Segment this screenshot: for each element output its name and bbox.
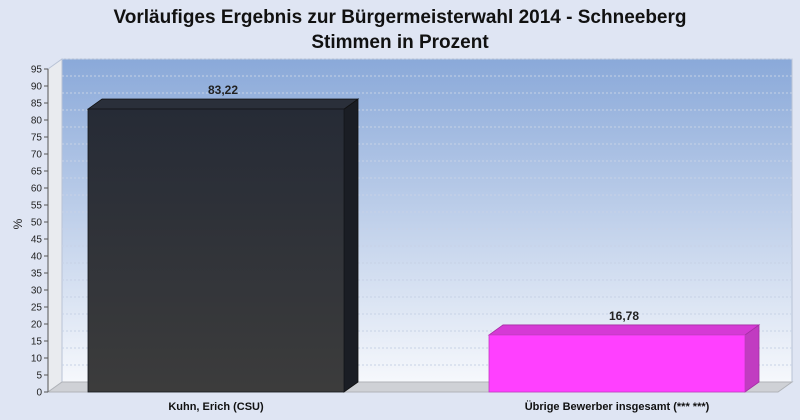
y-tick-label: 0	[36, 388, 42, 399]
y-tick-label: 10	[31, 354, 43, 365]
bar	[86, 98, 360, 393]
chart-title: Vorläufiges Ergebnis zur Bürgermeisterwa…	[114, 7, 687, 28]
bars	[86, 98, 761, 393]
bar-front	[488, 334, 746, 393]
y-axis-label: %	[11, 218, 25, 229]
bar-side	[744, 324, 760, 393]
category-label: Übrige Bewerber insgesamt (*** ***)	[525, 400, 710, 413]
y-tick-label: 90	[31, 82, 43, 93]
y-tick-label: 85	[31, 99, 43, 110]
y-tick-label: 30	[31, 286, 43, 297]
y-tick-label: 20	[31, 320, 43, 331]
y-tick-label: 25	[31, 303, 43, 314]
y-tick-label: 55	[31, 201, 43, 212]
value-label: 83,22	[208, 83, 238, 97]
plot-left-wall	[47, 58, 63, 393]
bar-top	[487, 324, 761, 336]
y-tick-label: 15	[31, 337, 43, 348]
bar-side	[343, 98, 359, 393]
y-tick-label: 35	[31, 269, 43, 280]
chart-subtitle: Stimmen in Prozent	[311, 32, 489, 53]
y-tick-label: 5	[36, 371, 42, 382]
value-label: 16,78	[609, 309, 639, 323]
y-axis: 0 5 10 15 20 25 30 35 40 45 50 55 60 65 70 75 80 85 90 95	[31, 65, 49, 399]
y-tick-label: 95	[31, 65, 43, 76]
y-tick-label: 70	[31, 150, 43, 161]
y-tick-label: 50	[31, 218, 43, 229]
bar-front	[87, 108, 345, 393]
category-label: Kuhn, Erich (CSU)	[168, 401, 264, 413]
bar	[487, 324, 761, 393]
y-tick-label: 75	[31, 133, 43, 144]
y-tick-label: 80	[31, 116, 43, 127]
bar-top	[86, 98, 360, 110]
y-tick-label: 65	[31, 167, 43, 178]
labels: 83,22 Kuhn, Erich (CSU) 16,78 Übrige Bewerb…	[168, 83, 709, 413]
y-tick-label: 60	[31, 184, 43, 195]
y-tick-label: 40	[31, 252, 43, 263]
y-tick-label: 45	[31, 235, 43, 246]
